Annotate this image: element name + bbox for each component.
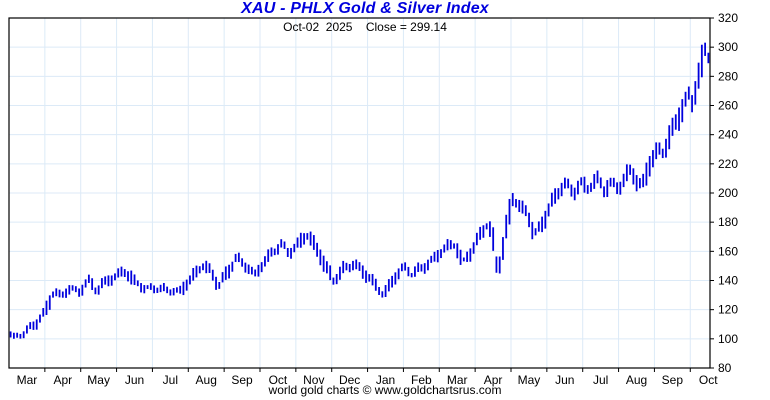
y-axis-label: 200 — [718, 186, 738, 200]
x-axis-label: Jun — [555, 373, 574, 387]
x-axis-label: Jan — [376, 373, 395, 387]
y-axis-label: 120 — [718, 303, 738, 317]
x-axis-label: Nov — [303, 373, 324, 387]
y-axis-label: 220 — [718, 157, 738, 171]
y-axis-label: 100 — [718, 332, 738, 346]
chart-subtitle: Oct-02 2025 Close = 299.14 — [283, 20, 447, 34]
x-axis-label: Dec — [339, 373, 360, 387]
x-axis-label: Sep — [662, 373, 684, 387]
y-axis-label: 300 — [718, 40, 738, 54]
y-axis-label: 320 — [718, 11, 738, 25]
x-axis-label: Oct — [699, 373, 718, 387]
x-axis-label: Oct — [269, 373, 288, 387]
x-axis-label: Mar — [447, 373, 468, 387]
y-axis-label: 240 — [718, 128, 738, 142]
x-axis-label: Apr — [484, 373, 503, 387]
x-axis-label: Jul — [163, 373, 178, 387]
y-axis-label: 260 — [718, 99, 738, 113]
x-axis-label: May — [518, 373, 541, 387]
y-axis-label: 180 — [718, 215, 738, 229]
x-axis-label: Feb — [411, 373, 432, 387]
y-axis-label: 160 — [718, 244, 738, 258]
x-axis-label: Jun — [125, 373, 144, 387]
x-axis-label: Mar — [17, 373, 38, 387]
y-axis-label: 80 — [718, 361, 732, 375]
x-axis-label: May — [87, 373, 110, 387]
chart-footer-credit: world gold charts © www.goldchartsrus.co… — [268, 383, 502, 397]
x-axis-label: Sep — [231, 373, 253, 387]
y-axis-label: 280 — [718, 69, 738, 83]
y-axis-label: 140 — [718, 274, 738, 288]
x-axis-label: Apr — [53, 373, 72, 387]
x-axis-label: Aug — [626, 373, 647, 387]
x-axis-label: Aug — [196, 373, 217, 387]
chart-title: XAU - PHLX Gold & Silver Index — [241, 0, 489, 17]
x-axis-label: Jul — [593, 373, 608, 387]
